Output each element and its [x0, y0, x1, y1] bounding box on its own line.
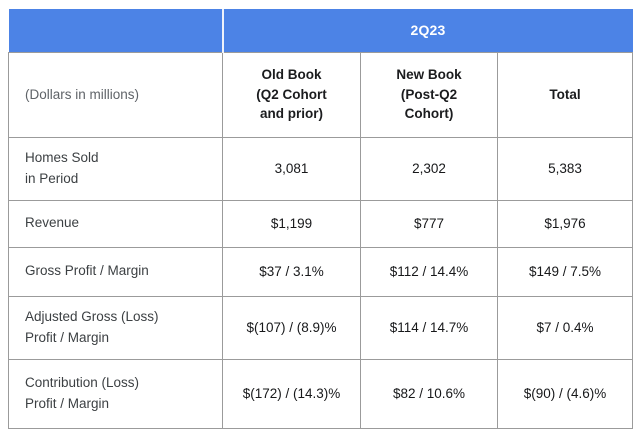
column-header-total: Total [496, 51, 634, 138]
row-label: Revenue [8, 199, 223, 248]
row-label: Adjusted Gross (Loss) Profit / Margin [8, 295, 223, 360]
column-header-new-book: New Book (Post-Q2 Cohort) [360, 51, 498, 138]
cell-new-book: $114 / 14.7% [360, 295, 498, 360]
cell-new-book: 2,302 [360, 136, 498, 201]
cell-old-book: $37 / 3.1% [222, 246, 361, 297]
column-header-old-book: Old Book (Q2 Cohort and prior) [222, 51, 361, 138]
row-label: Gross Profit / Margin [8, 246, 223, 297]
row-label: Homes Sold in Period [8, 136, 223, 201]
cell-total: $(90) / (4.6)% [496, 358, 634, 429]
period-banner-row: 2Q23 [8, 9, 633, 52]
table-row-adjusted-gross-profit: Adjusted Gross (Loss) Profit / Margin $(… [8, 295, 634, 360]
cell-old-book: 3,081 [222, 136, 361, 201]
cell-old-book: $(107) / (8.9)% [222, 295, 361, 360]
cell-total: 5,383 [496, 136, 634, 201]
units-label: (Dollars in millions) [8, 51, 223, 138]
table-row-contribution-profit: Contribution (Loss) Profit / Margin $(17… [8, 358, 634, 429]
cell-new-book: $82 / 10.6% [360, 358, 498, 429]
table-row-gross-profit: Gross Profit / Margin $37 / 3.1% $112 / … [8, 246, 634, 297]
cell-old-book: $(172) / (14.3)% [222, 358, 361, 429]
row-label: Contribution (Loss) Profit / Margin [8, 358, 223, 429]
cell-total: $7 / 0.4% [496, 295, 634, 360]
table-row-revenue: Revenue $1,199 $777 $1,976 [8, 199, 634, 248]
cell-new-book: $112 / 14.4% [360, 246, 498, 297]
table-row-homes-sold: Homes Sold in Period 3,081 2,302 5,383 [8, 136, 634, 201]
cell-total: $1,976 [496, 199, 634, 248]
period-header: 2Q23 [221, 9, 633, 52]
cell-new-book: $777 [360, 199, 498, 248]
cell-total: $149 / 7.5% [496, 246, 634, 297]
cohort-economics-table: 2Q23 (Dollars in millions) Old Book (Q2 … [8, 9, 634, 429]
cell-old-book: $1,199 [222, 199, 361, 248]
banner-empty-cell [8, 9, 223, 52]
column-header-row: (Dollars in millions) Old Book (Q2 Cohor… [8, 51, 634, 138]
